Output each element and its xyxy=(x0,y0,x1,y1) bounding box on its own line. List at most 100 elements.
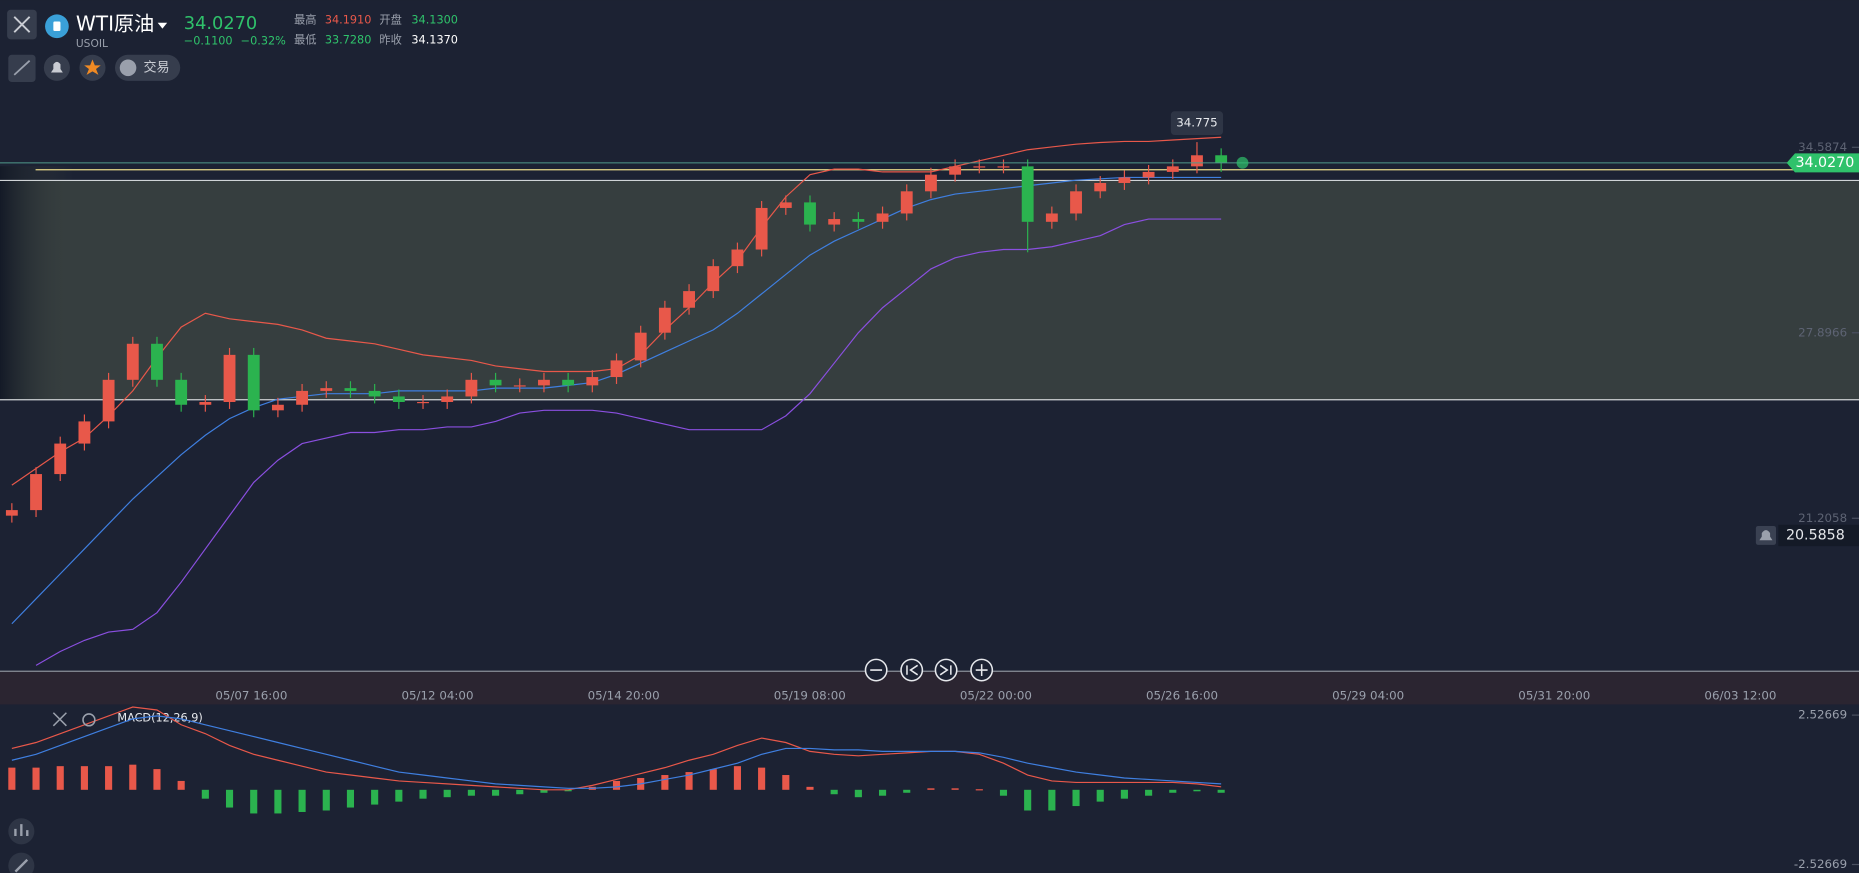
change: −0.1100 xyxy=(184,35,233,48)
draw-icon xyxy=(14,858,29,873)
candle-body xyxy=(102,379,115,422)
high-tooltip xyxy=(1170,111,1224,135)
histogram-bar xyxy=(492,789,500,796)
candle-body xyxy=(755,207,768,250)
indicator-icon xyxy=(14,824,29,837)
x-tick-label: 06/03 12:00 xyxy=(1704,689,1776,703)
candle-body xyxy=(1021,166,1034,222)
draw-tool-icon xyxy=(13,60,31,76)
indicator-line xyxy=(35,218,1222,666)
histogram-bar xyxy=(274,789,282,814)
last-price-tag xyxy=(1786,153,1859,173)
histogram-bar xyxy=(395,789,403,802)
candle-body xyxy=(949,166,962,175)
alert-label: 20.5858 xyxy=(1786,527,1845,543)
candle-body xyxy=(707,266,720,292)
indicator-title: MACD(12,26,9) xyxy=(117,712,202,725)
candle-body xyxy=(1166,166,1179,172)
draw-button[interactable] xyxy=(8,852,35,873)
y-tick-label: 34.5874 xyxy=(1798,140,1847,154)
candle-body xyxy=(126,343,139,380)
left-fade xyxy=(0,166,74,400)
stat-value: 34.1370 xyxy=(411,34,458,47)
histogram-bar xyxy=(346,789,355,808)
candle-body xyxy=(683,291,695,308)
alert-bell xyxy=(1759,530,1773,541)
histogram-bar xyxy=(129,764,137,790)
candle-body xyxy=(586,377,599,386)
candle-body xyxy=(392,396,405,402)
x-tick-label: 05/31 20:00 xyxy=(1518,689,1590,703)
plot: 21.2058 27.8966 34.5874 05/07 16:00 05/12 04… xyxy=(0,111,1859,871)
candle-body xyxy=(151,343,163,380)
close-icon xyxy=(13,16,31,33)
histogram-bar xyxy=(661,775,669,790)
candle-body xyxy=(320,388,333,391)
candle-body xyxy=(876,213,889,222)
candle-body xyxy=(441,396,454,402)
histogram-bar xyxy=(177,780,185,790)
candle-body xyxy=(513,385,526,387)
histogram-bar xyxy=(927,788,935,790)
histogram-bar xyxy=(467,789,475,796)
histogram-bar xyxy=(1024,789,1032,811)
y-tick-label: -2.52669 xyxy=(1794,857,1847,871)
candle-body xyxy=(271,404,284,411)
candle-body xyxy=(223,354,236,402)
stat-label: 最高 xyxy=(294,12,317,26)
histogram-bar xyxy=(782,775,790,790)
candle-body xyxy=(610,360,623,378)
x-tick-label: 05/07 16:00 xyxy=(215,689,287,703)
candle-body xyxy=(78,421,91,444)
zoom-controls xyxy=(864,658,994,682)
candle-body xyxy=(658,307,671,333)
y-tick-label: 21.2058 xyxy=(1798,511,1847,525)
candle-body xyxy=(779,202,792,208)
histogram-bar xyxy=(1217,789,1225,793)
candle-body xyxy=(1094,182,1107,192)
candle-body xyxy=(296,390,309,405)
histogram-bar xyxy=(201,789,209,799)
candle-body xyxy=(634,332,647,361)
alert-tag xyxy=(1778,524,1859,547)
last-price-label: 34.0270 xyxy=(1795,155,1854,171)
y-tick-label: 2.52669 xyxy=(1798,708,1847,722)
histogram-bar xyxy=(830,789,838,795)
stat-value: 33.7280 xyxy=(325,34,372,47)
histogram-bar xyxy=(298,789,306,812)
histogram-bar xyxy=(878,789,887,796)
candle-body xyxy=(997,166,1010,168)
histogram-bar xyxy=(443,789,451,798)
histogram-bar xyxy=(999,789,1008,796)
histogram-bar xyxy=(564,789,572,792)
candle-body xyxy=(900,191,913,214)
candle-body xyxy=(852,219,865,222)
candle-body xyxy=(5,510,18,516)
histogram-bar xyxy=(1096,789,1104,802)
histogram-bar xyxy=(8,767,16,790)
range-box xyxy=(0,180,1859,400)
y-tick-label: 27.8966 xyxy=(1798,325,1847,339)
symbol-dropdown[interactable] xyxy=(157,22,168,29)
macd-close[interactable] xyxy=(52,712,67,727)
histogram-bar xyxy=(733,766,741,790)
candle-body xyxy=(924,174,937,192)
stat-value: 34.1910 xyxy=(325,13,372,26)
candle-body xyxy=(417,401,429,404)
histogram-bar xyxy=(854,789,862,798)
histogram-bar xyxy=(758,767,766,790)
indicator-line xyxy=(11,715,1222,789)
histogram-bar xyxy=(1072,789,1080,807)
symbol[interactable]: WTI原油 xyxy=(76,12,154,36)
logo-glyph xyxy=(53,21,61,32)
candle-body xyxy=(247,354,260,411)
change-pct: −0.32% xyxy=(241,35,286,48)
candle-body xyxy=(30,474,42,511)
candle-body xyxy=(1215,155,1228,163)
histogram-bar xyxy=(903,789,911,793)
price: 34.0270 xyxy=(184,13,257,34)
macd-settings[interactable] xyxy=(82,713,96,727)
